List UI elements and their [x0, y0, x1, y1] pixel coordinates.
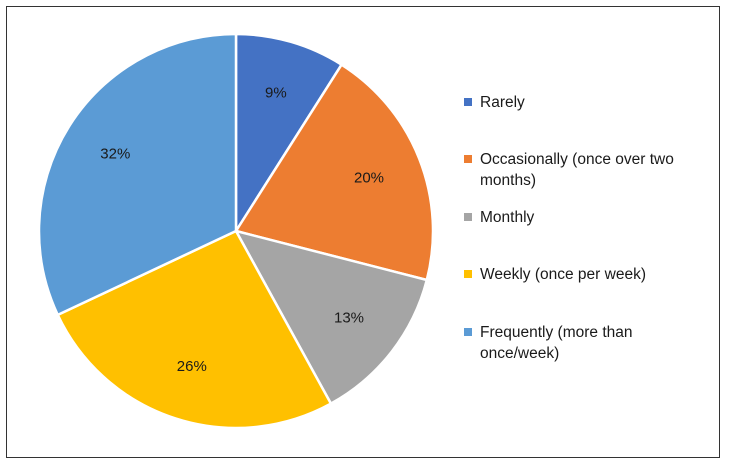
legend-swatch-weekly [464, 270, 472, 278]
pie-slices [37, 32, 435, 430]
legend-swatch-frequently [464, 328, 472, 336]
pie-slice-rarely [234, 32, 343, 233]
legend-label-frequently: Frequently (more than once/week) [480, 324, 633, 362]
legend-item-weekly: Weekly (once per week) [464, 264, 646, 285]
pie-data-labels: 9% 20% 13% 26% 32% [100, 85, 384, 375]
legend-item-frequently: Frequently (more than once/week) [464, 322, 716, 364]
legend-label-rarely: Rarely [480, 94, 525, 111]
pie-slice-frequently [37, 32, 238, 317]
legend-label-monthly: Monthly [480, 209, 535, 226]
pie-slice-occasionally [234, 63, 435, 282]
legend-label-occasionally: Occasionally (once over two months) [480, 151, 674, 189]
data-label-monthly: 13% [334, 310, 364, 327]
legend-label-weekly: Weekly (once per week) [480, 266, 646, 283]
legend-swatch-rarely [464, 98, 472, 106]
pie-slice-monthly [234, 229, 429, 405]
legend-swatch-monthly [464, 213, 472, 221]
legend-item-monthly: Monthly [464, 207, 534, 228]
data-label-rarely: 9% [265, 85, 287, 102]
data-label-frequently: 32% [100, 145, 130, 162]
data-label-occasionally: 20% [354, 169, 384, 186]
legend-item-rarely: Rarely [464, 92, 525, 113]
legend-swatch-occasionally [464, 155, 472, 163]
legend-item-occasionally: Occasionally (once over two months) [464, 149, 716, 191]
pie-slice-weekly [56, 229, 333, 430]
data-label-weekly: 26% [177, 358, 207, 375]
